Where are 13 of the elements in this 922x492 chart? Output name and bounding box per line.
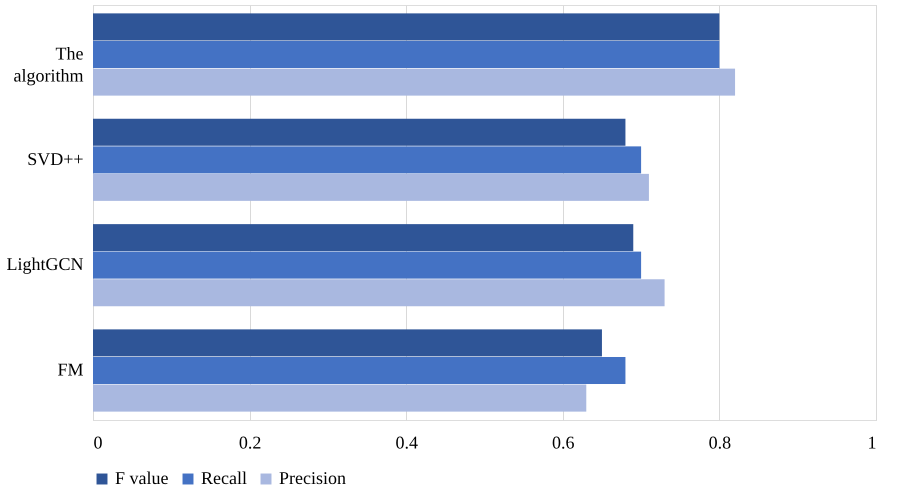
x-tick-label: 0.6 bbox=[552, 432, 575, 452]
y-tick-label: FM bbox=[57, 359, 84, 380]
x-tick-label: 1 bbox=[868, 432, 876, 452]
x-tick-label: 0.2 bbox=[238, 432, 262, 452]
y-tick-label: SVD++ bbox=[27, 148, 84, 169]
x-tick-label: 0 bbox=[94, 432, 102, 452]
x-tick-label: 0.4 bbox=[395, 432, 418, 452]
legend-label: Precision bbox=[279, 468, 346, 488]
y-tick-label: LightGCN bbox=[6, 254, 84, 274]
legend-label: F value bbox=[115, 468, 168, 488]
y-tick-label: The algorithm bbox=[14, 44, 84, 86]
legend-label: Recall bbox=[201, 468, 247, 488]
x-tick-label: 0.8 bbox=[708, 432, 732, 452]
